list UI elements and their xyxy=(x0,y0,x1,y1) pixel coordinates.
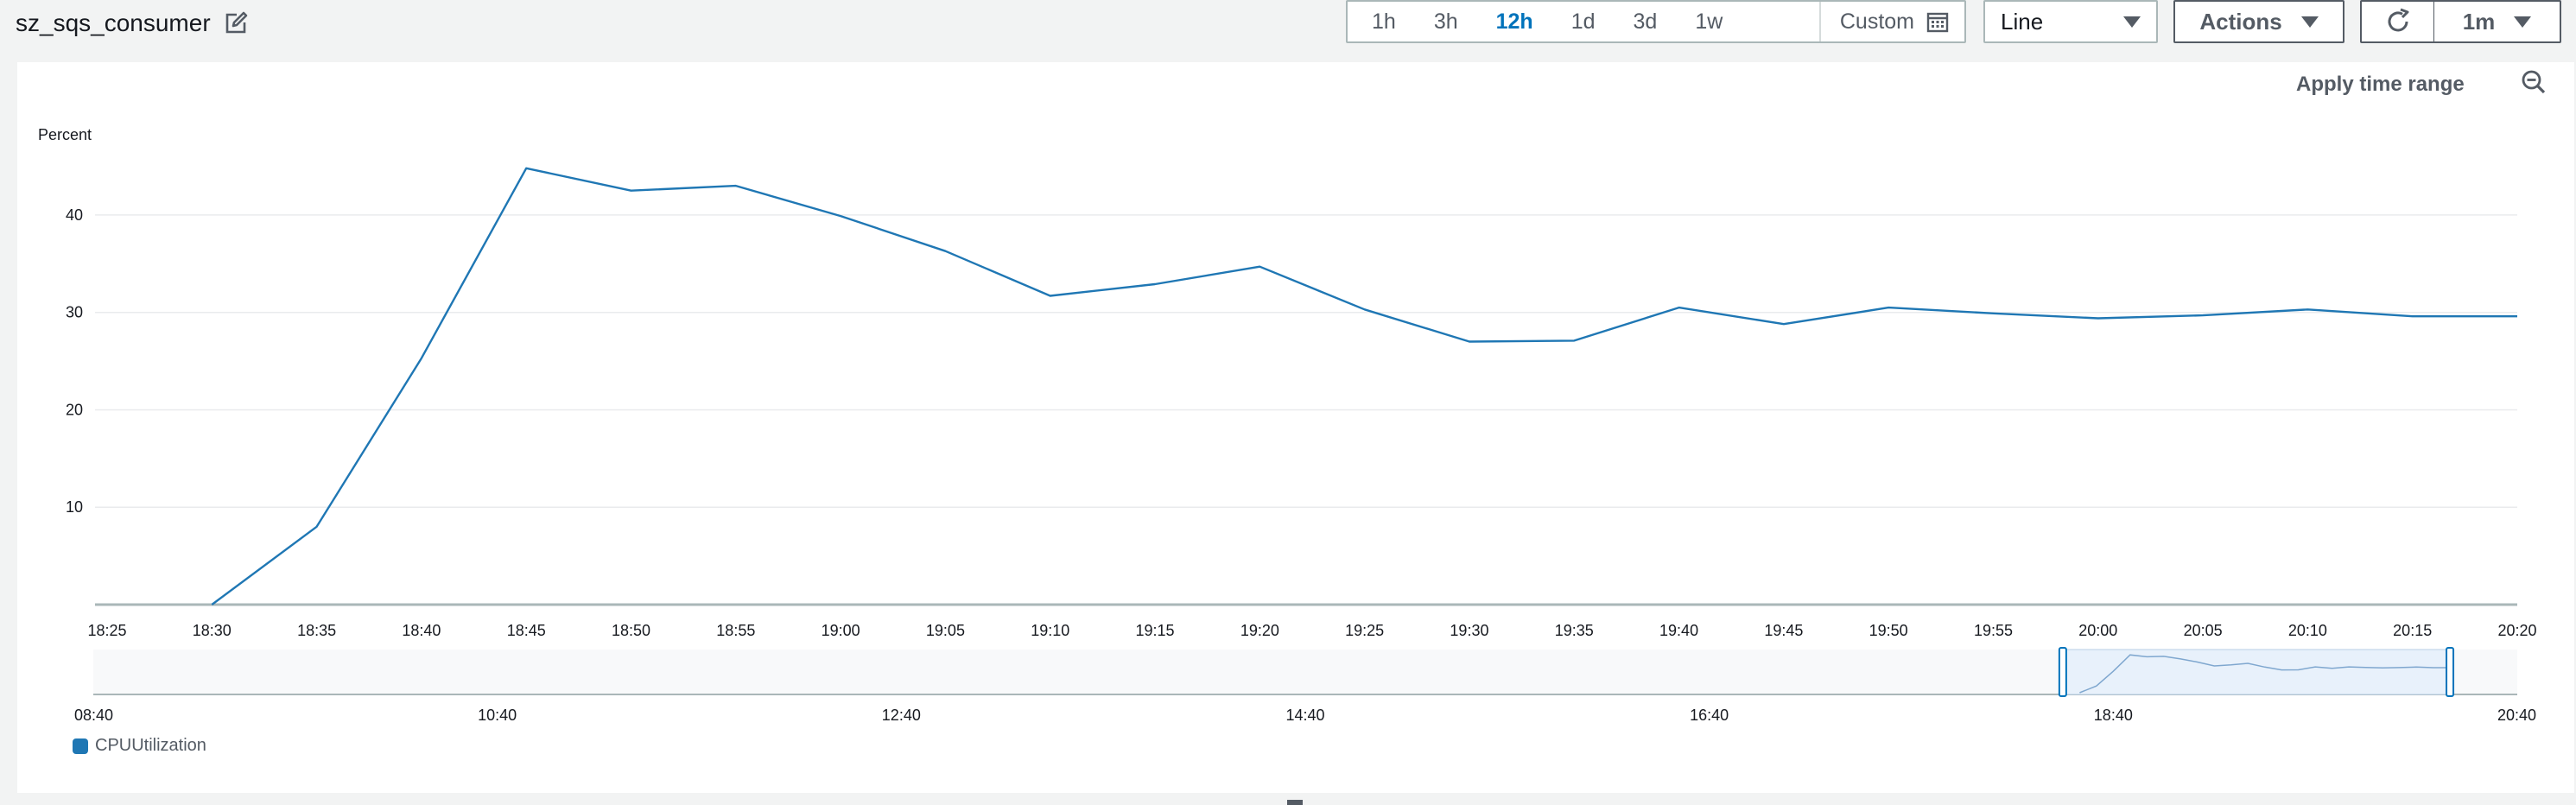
x-tick-label: 19:50 xyxy=(1869,622,1908,639)
chevron-down-icon xyxy=(2300,16,2319,28)
y-tick-label: 10 xyxy=(66,498,83,516)
overview-series-line xyxy=(2079,654,2451,694)
x-tick-label: 19:35 xyxy=(1555,622,1594,639)
range-12h-button[interactable]: 12h xyxy=(1495,9,1533,34)
apply-time-range-link[interactable]: Apply time range xyxy=(2296,73,2465,96)
actions-button[interactable]: Actions xyxy=(2173,0,2344,43)
x-tick-label: 19:20 xyxy=(1240,622,1279,639)
actions-label: Actions xyxy=(2199,8,2282,35)
x-tick-label: 18:55 xyxy=(716,622,755,639)
overview-selection xyxy=(2062,649,2451,695)
x-tick-label: 18:30 xyxy=(193,622,232,639)
overview-tick-label: 10:40 xyxy=(478,707,517,724)
calendar-icon xyxy=(1926,10,1949,33)
legend-series-label: CPUUtilization xyxy=(95,736,206,755)
x-tick-label: 19:00 xyxy=(822,622,860,639)
widget-title: sz_sqs_consumer xyxy=(16,10,211,36)
chart-legend[interactable]: CPUUtilization xyxy=(73,736,206,756)
x-tick-label: 19:40 xyxy=(1659,622,1698,639)
custom-range-label: Custom xyxy=(1839,9,1914,34)
time-range-selector: 1h 3h 12h 1d 3d 1w Custom xyxy=(1346,0,1966,43)
range-1h-button[interactable]: 1h xyxy=(1372,9,1396,34)
legend-swatch xyxy=(73,738,88,754)
overview-tick-label: 08:40 xyxy=(74,707,113,724)
resize-handle[interactable] xyxy=(1287,800,1303,805)
x-tick-label: 18:25 xyxy=(87,622,126,639)
range-1w-button[interactable]: 1w xyxy=(1695,9,1723,34)
refresh-interval-value: 1m xyxy=(2462,8,2496,35)
x-tick-label: 19:15 xyxy=(1136,622,1175,639)
chart-type-value: Line xyxy=(2001,8,2044,35)
x-tick-label: 20:05 xyxy=(2184,622,2223,639)
y-tick-label: 40 xyxy=(66,206,83,224)
x-tick-label: 20:10 xyxy=(2288,622,2327,639)
range-3h-button[interactable]: 3h xyxy=(1433,9,1458,34)
series-line-cpuutilization xyxy=(211,167,2517,605)
overview-tick-label: 18:40 xyxy=(2094,707,2133,724)
x-tick-label: 20:15 xyxy=(2393,622,2432,639)
refresh-interval-select[interactable]: 1m xyxy=(2433,0,2561,43)
range-1d-button[interactable]: 1d xyxy=(1570,9,1596,34)
chevron-down-icon xyxy=(2123,16,2141,28)
x-tick-label: 20:00 xyxy=(2078,622,2117,639)
x-tick-label: 19:05 xyxy=(926,622,965,639)
x-tick-label: 19:45 xyxy=(1764,622,1803,639)
overview-right-handle[interactable] xyxy=(2446,647,2455,697)
chevron-down-icon xyxy=(2514,16,2532,28)
x-tick-label: 18:40 xyxy=(402,622,441,639)
edit-icon[interactable] xyxy=(223,10,249,36)
x-tick-label: 18:45 xyxy=(507,622,546,639)
y-axis-label: Percent xyxy=(38,126,92,143)
overview-tick-label: 20:40 xyxy=(2497,707,2536,724)
overview-tick-label: 14:40 xyxy=(1285,707,1324,724)
x-tick-label: 19:10 xyxy=(1031,622,1069,639)
x-tick-label: 19:30 xyxy=(1450,622,1488,639)
overview-left-handle[interactable] xyxy=(2058,647,2067,697)
range-3d-button[interactable]: 3d xyxy=(1633,9,1658,34)
x-tick-label: 19:25 xyxy=(1345,622,1384,639)
x-tick-label: 18:35 xyxy=(297,622,336,639)
refresh-icon xyxy=(2383,7,2413,36)
overview-tick-label: 12:40 xyxy=(882,707,921,724)
x-tick-label: 19:55 xyxy=(1974,622,2013,639)
y-tick-label: 20 xyxy=(66,401,83,418)
zoom-out-icon[interactable] xyxy=(2521,69,2547,95)
x-tick-label: 20:20 xyxy=(2497,622,2536,639)
widget-title-area: sz_sqs_consumer xyxy=(16,7,249,40)
x-tick-label: 18:50 xyxy=(612,622,650,639)
refresh-button[interactable] xyxy=(2360,0,2434,43)
chart-type-select[interactable]: Line xyxy=(1983,0,2158,43)
overview-tick-label: 16:40 xyxy=(1690,707,1729,724)
custom-range-button[interactable]: Custom xyxy=(1818,2,1964,41)
y-tick-label: 30 xyxy=(66,304,83,321)
